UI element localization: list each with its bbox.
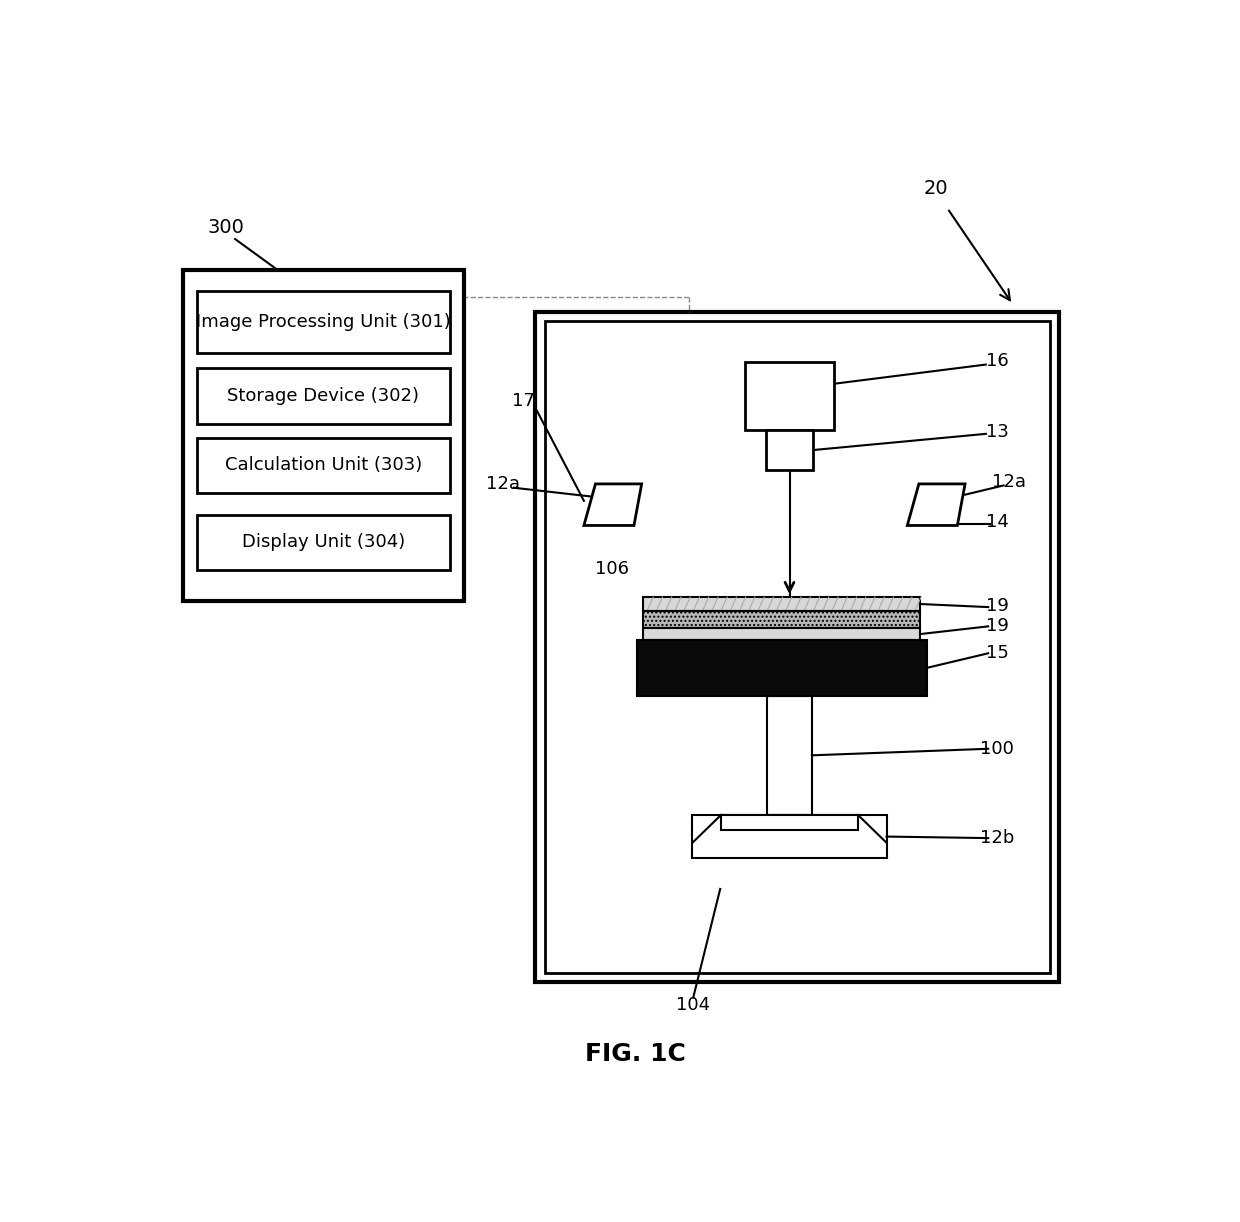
Text: 104: 104 (676, 996, 711, 1014)
Bar (197, 437, 450, 494)
Text: 16: 16 (986, 352, 1009, 370)
Text: Calculation Unit (303): Calculation Unit (303) (224, 457, 422, 474)
Text: 19: 19 (986, 598, 1009, 616)
Bar (644, 611, 920, 628)
Text: 17: 17 (512, 392, 536, 409)
Text: 15: 15 (986, 644, 1009, 662)
Text: Image Processing Unit (301): Image Processing Unit (301) (196, 313, 450, 331)
Text: Storage Device (302): Storage Device (302) (227, 387, 419, 406)
Text: 300: 300 (207, 218, 244, 237)
Bar (536, 312, 1059, 982)
Bar (197, 368, 450, 424)
Polygon shape (908, 484, 965, 525)
Bar (768, 695, 812, 815)
Text: 13: 13 (986, 423, 1009, 441)
Bar (197, 291, 450, 353)
Text: Display Unit (304): Display Unit (304) (242, 534, 405, 551)
Polygon shape (584, 484, 641, 525)
Text: FIG. 1C: FIG. 1C (585, 1041, 686, 1066)
Text: 20: 20 (924, 180, 949, 198)
Text: 19: 19 (986, 617, 1009, 634)
Text: 12a: 12a (486, 475, 520, 492)
Bar (644, 598, 920, 611)
Bar (637, 640, 926, 695)
Text: 14: 14 (986, 513, 1009, 532)
Bar (765, 430, 813, 470)
Text: 100: 100 (981, 739, 1014, 758)
Bar (182, 270, 464, 601)
Text: 12b: 12b (980, 829, 1014, 847)
Bar (692, 815, 887, 858)
Bar (745, 362, 833, 430)
Text: 106: 106 (595, 560, 630, 578)
Bar (544, 321, 1050, 973)
Bar (197, 514, 450, 571)
Text: 12a: 12a (992, 473, 1025, 490)
Bar (720, 815, 858, 831)
Bar (644, 628, 920, 640)
